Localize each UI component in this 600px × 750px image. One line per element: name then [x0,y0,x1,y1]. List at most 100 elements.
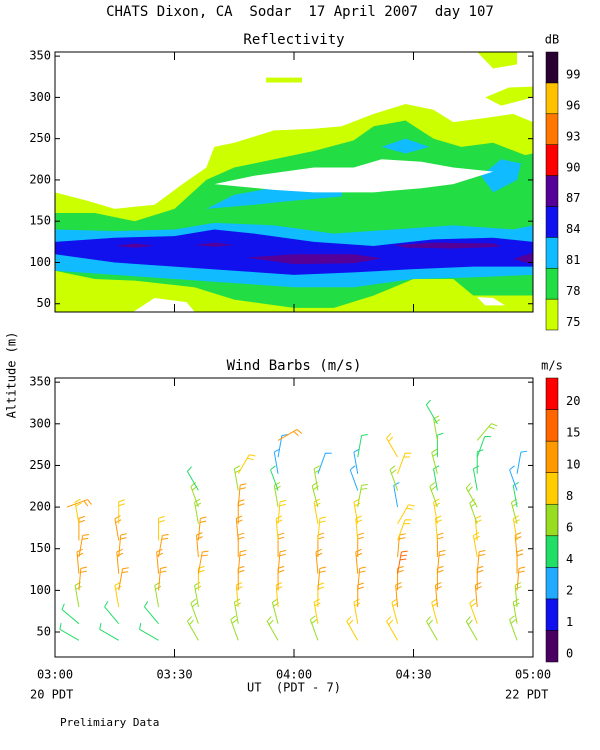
colorbar-tick-label: 87 [566,191,580,205]
colorbar-swatch [545,503,559,537]
wind-barb [516,450,528,474]
y-tick-label: 300 [29,90,51,104]
wind-barb [317,566,327,591]
colorbar-swatch [545,630,559,663]
x-tick-label: 03:00 [37,668,73,682]
footer: Prelimiary Data [60,716,159,729]
y-tick-label: 350 [29,375,51,389]
y-axis-label: Altitude (m) [5,332,19,419]
colorbar-swatch [545,472,559,505]
wind-barb [386,616,399,641]
colorbar-tick-label: 96 [566,99,580,113]
wind-barb [237,483,247,508]
wind-barb [386,433,399,458]
wind-barb [66,499,92,508]
colorbar-tick-label: 10 [566,457,580,471]
wind-barb [186,616,199,641]
wind-barb [61,603,80,625]
wind-barb [74,498,82,524]
contour-region [194,242,235,247]
wind-barb [114,581,122,608]
wind-barb [194,498,202,524]
wind-barb [349,465,359,491]
wind-barb [237,549,247,574]
wind-barb [397,504,415,524]
colorbar-swatch [545,144,559,176]
colorbar-tick-label: 84 [566,222,580,236]
contour-gap [477,297,506,306]
contour-region [266,77,302,83]
wind-barb [237,454,256,475]
wind-barb [317,516,327,541]
colorbar-swatch [545,267,559,300]
colorbar-swatch [545,206,559,238]
colorbar-swatch [545,113,559,145]
colorbar-tick-label: 15 [566,426,580,440]
y-tick-label: 100 [29,255,51,269]
y-tick-label: 300 [29,416,51,430]
colorbar-label: m/s [541,359,563,373]
wind-barb [395,582,402,608]
wind-barb [355,548,363,574]
wind-barb [472,465,480,491]
panel-title: Wind Barbs (m/s) [227,358,362,374]
wind-barb [78,566,88,591]
wind-barb [309,615,319,641]
colorbar-label: dB [545,33,559,47]
y-tick-label: 50 [37,625,51,639]
colorbar-tick-label: 20 [566,394,580,408]
wind-barb [397,550,408,574]
wind-barb [197,516,207,541]
y-tick-label: 150 [29,214,51,228]
y-tick-label: 150 [29,541,51,555]
wind-barb [104,601,120,625]
wind-barb [186,466,199,491]
wind-barb [277,549,287,574]
wind-barb [273,448,281,474]
contour-region [55,229,533,275]
wind-barb [469,598,478,624]
wind-barb [357,434,368,458]
contour-gap [214,159,494,193]
wind-barb [235,515,243,541]
wind-barb [277,429,303,441]
wind-barb [476,549,486,574]
wind-barb [434,582,442,608]
wind-barb [516,566,526,591]
x-tick-label: 05:00 [515,668,551,682]
wind-barb [436,549,446,574]
wind-barb [315,548,323,574]
wind-barb [273,481,281,508]
y-tick-label: 100 [29,583,51,597]
colorbar-tick-label: 99 [566,68,580,82]
wind-barb [429,482,438,508]
y-tick-label: 250 [29,131,51,145]
colorbar-swatch [545,82,559,115]
wind-barb [235,582,243,608]
colorbar-tick-label: 78 [566,284,580,298]
colorbar-tick-label: 8 [566,489,573,503]
colorbar-swatch [545,535,559,568]
wind-barb [143,601,159,625]
wind-barb [433,465,440,491]
contour-gap [133,297,195,312]
wind-barb [266,616,279,641]
colorbar-swatch [545,440,559,473]
wind-barb [476,423,498,441]
wind-barb [512,481,520,508]
wind-barb [275,582,283,608]
wind-barb [389,465,399,491]
x-axis-label: UT (PDT - 7) [247,681,341,695]
contour-region [381,138,430,154]
colorbar-tick-label: 90 [566,160,580,174]
wind-barb [270,465,279,491]
wind-barb [277,499,287,524]
wind-barb [425,399,438,425]
wind-barb [346,616,359,641]
y-tick-label: 350 [29,49,51,63]
x-right-note: 22 PDT [505,688,548,702]
wind-barb [158,515,165,541]
colorbar-swatch [545,51,559,84]
x-tick-label: 03:30 [156,668,192,682]
